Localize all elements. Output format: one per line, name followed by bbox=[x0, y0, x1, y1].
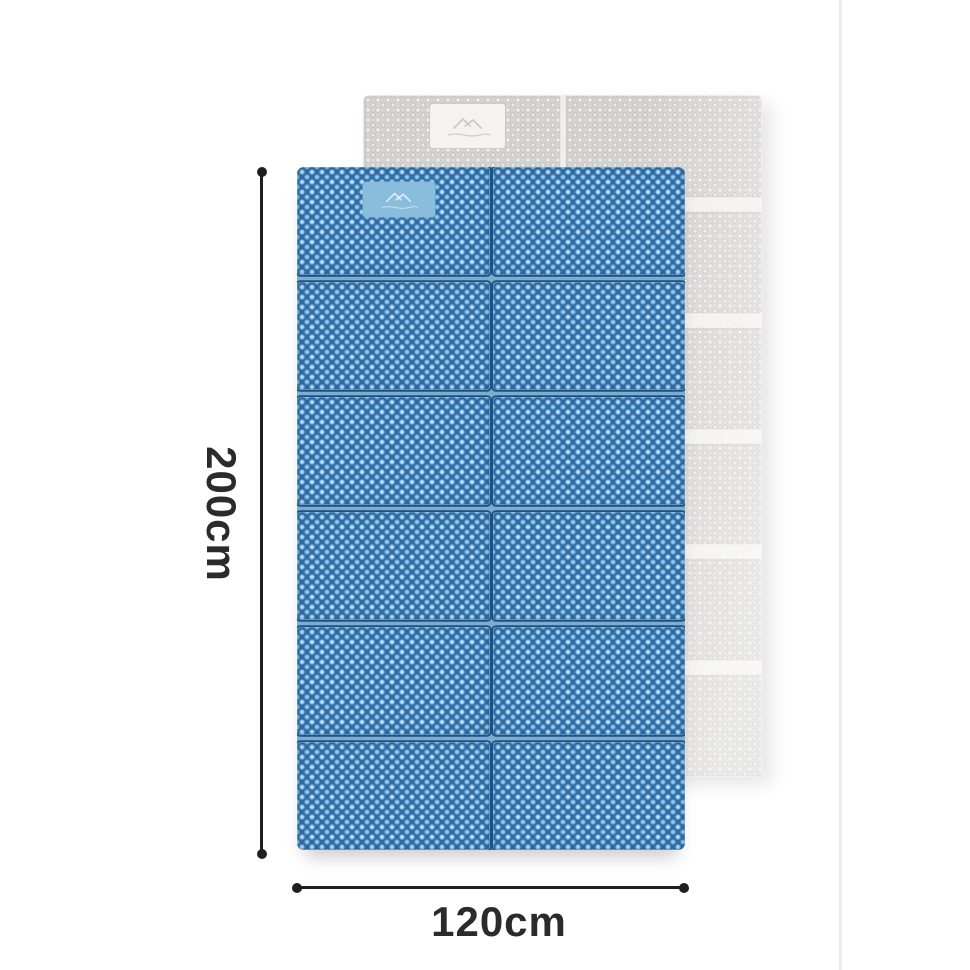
blue-mat-panel bbox=[297, 627, 490, 735]
brand-script-decoration bbox=[381, 205, 418, 209]
blue-mat-panel bbox=[297, 397, 490, 505]
height-dimension-line bbox=[260, 171, 263, 855]
width-dimension-line bbox=[296, 886, 685, 889]
blue-mat-panel bbox=[492, 627, 685, 735]
blue-mat-panel-grid bbox=[297, 167, 685, 850]
mountain-logo-icon bbox=[385, 192, 412, 202]
blue-mat-panel bbox=[297, 742, 490, 850]
blue-mat-panel bbox=[297, 512, 490, 620]
width-dimension-label: 120cm bbox=[431, 898, 567, 945]
blue-mat-panel bbox=[492, 167, 685, 275]
height-dimension-label: 200cm bbox=[198, 446, 245, 582]
blue-mat-panel bbox=[492, 512, 685, 620]
brand-script-decoration bbox=[446, 132, 491, 137]
blue-mat-panel bbox=[492, 397, 685, 505]
gray-mat-brand-label bbox=[430, 104, 505, 148]
blue-mat-brand-label bbox=[363, 182, 435, 217]
blue-mat-panel bbox=[492, 742, 685, 850]
blue-mat-panel bbox=[492, 282, 685, 390]
image-right-edge-line bbox=[839, 0, 842, 970]
blue-mat-panel bbox=[297, 282, 490, 390]
blue-folding-mat bbox=[297, 167, 685, 850]
mountain-logo-icon bbox=[452, 117, 482, 129]
